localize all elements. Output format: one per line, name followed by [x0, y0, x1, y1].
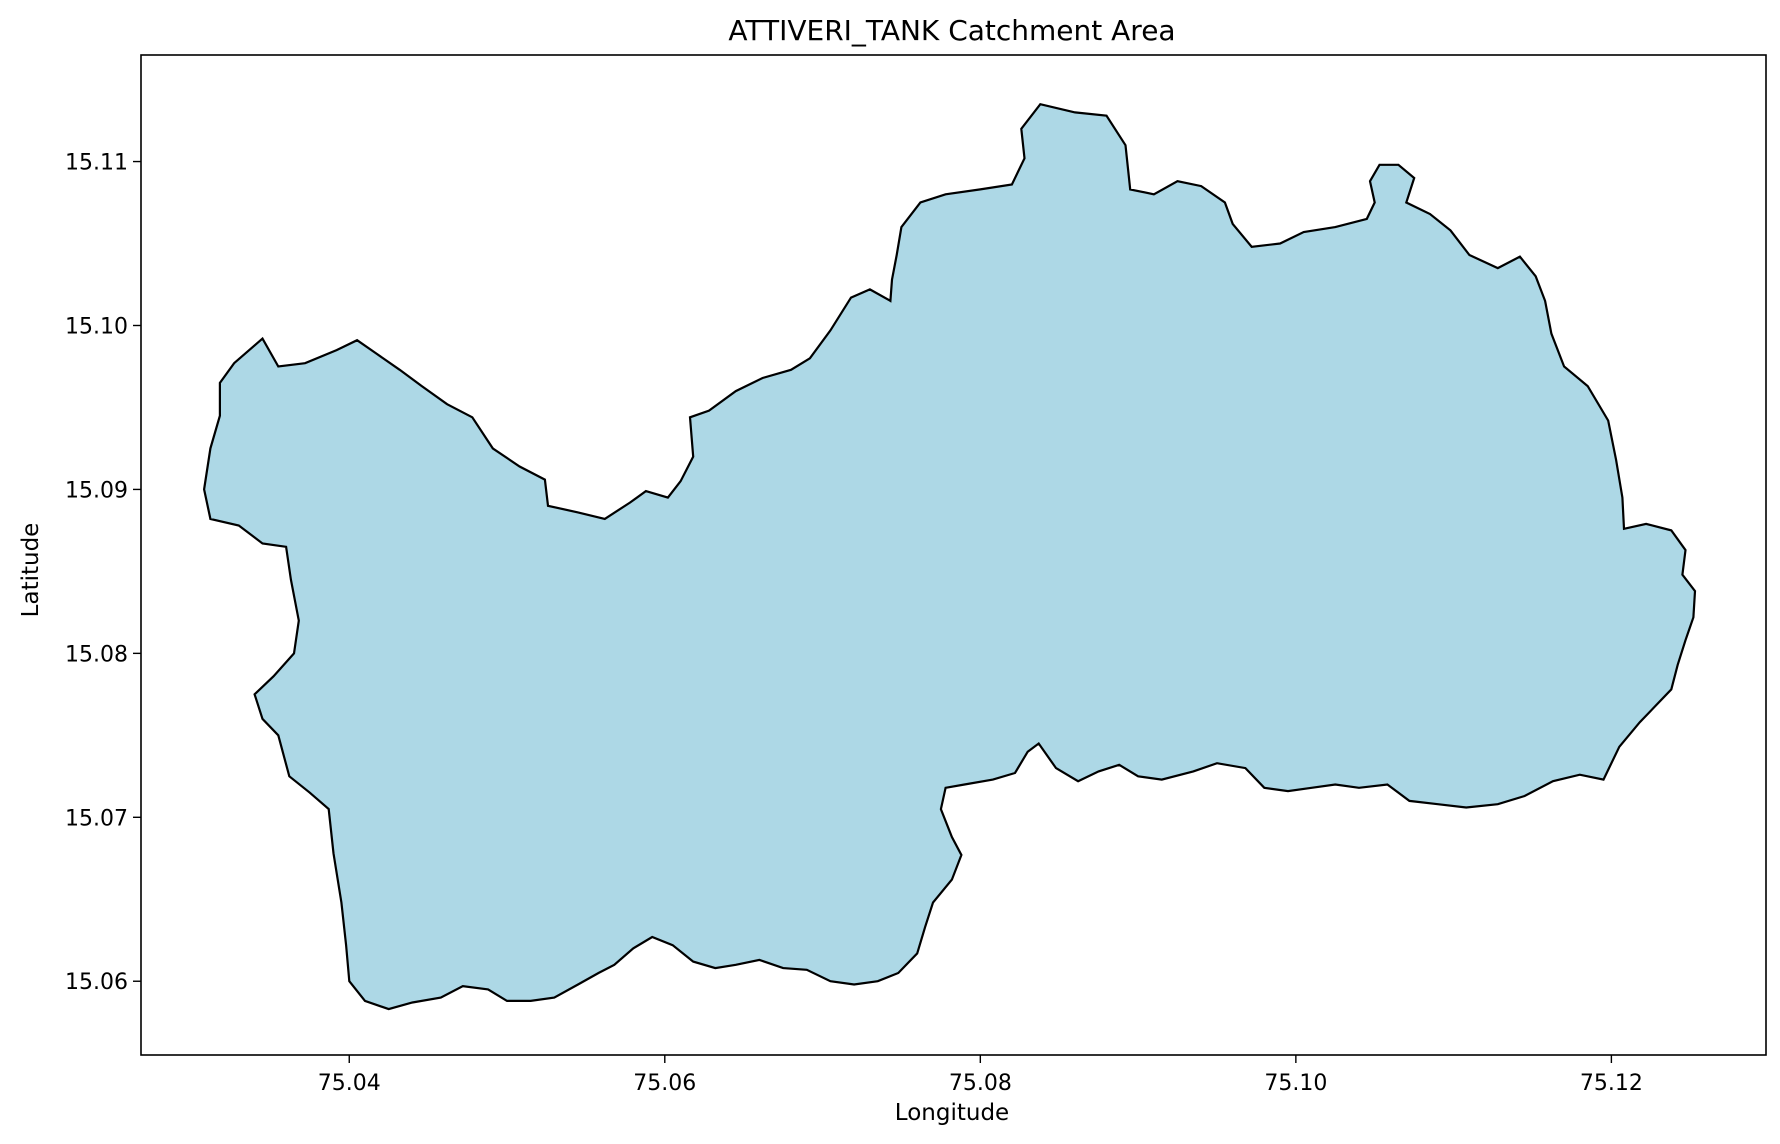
y-tick-label: 15.11	[65, 151, 128, 176]
x-tick-label: 75.08	[949, 1071, 1012, 1096]
y-tick-label: 15.09	[65, 478, 128, 503]
y-tick-label: 15.06	[65, 970, 128, 995]
plot-area	[140, 54, 1767, 1056]
x-tick-label: 75.04	[318, 1071, 381, 1096]
x-axis-label: Longitude	[895, 1100, 1009, 1126]
y-tick-label: 15.08	[65, 642, 128, 667]
y-tick-label: 15.10	[65, 314, 128, 339]
x-tick-label: 75.06	[633, 1071, 696, 1096]
y-tick-label: 15.07	[65, 806, 128, 831]
x-tick-label: 75.12	[1580, 1071, 1643, 1096]
x-axis-ticks: 75.04 75.06 75.08 75.10 75.12	[318, 1055, 1643, 1096]
chart-title: ATTIVERI_TANK Catchment Area	[728, 14, 1175, 47]
axes-frame	[140, 54, 1767, 1056]
catchment-polygon	[202, 102, 1697, 1011]
y-axis-ticks: 15.06 15.07 15.08 15.09 15.10 15.11	[65, 151, 141, 995]
y-axis-label: Latitude	[18, 523, 44, 618]
x-tick-label: 75.10	[1264, 1071, 1327, 1096]
